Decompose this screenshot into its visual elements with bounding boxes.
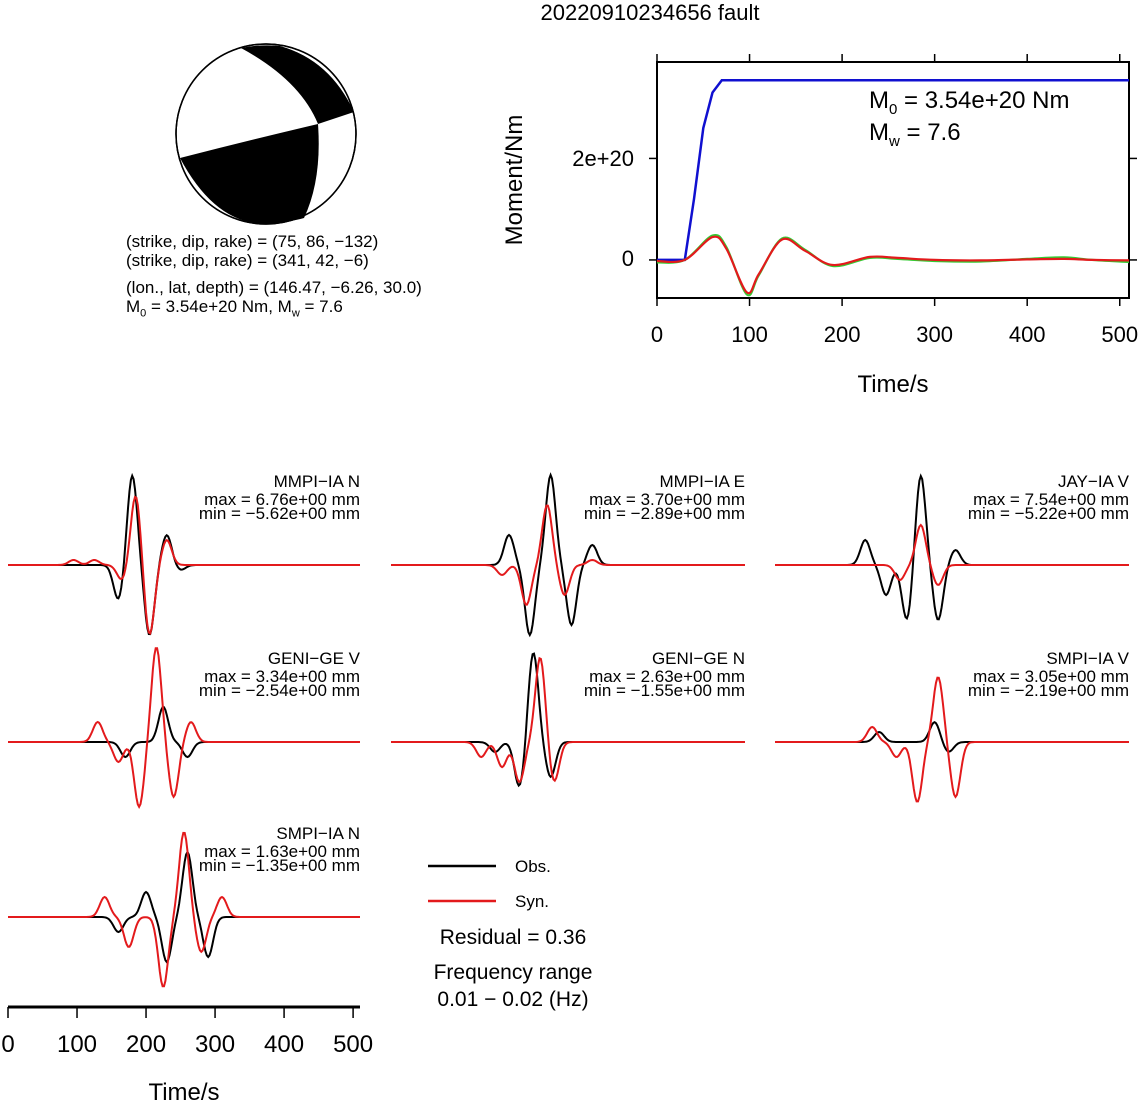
synthetic-waveform [391,656,745,783]
mechanism-location: (lon., lat, depth) = (146.47, −6.26, 30.… [126,278,422,297]
max-amplitude: max = 1.63e+00 mm [204,842,360,861]
frequency-range-value: 0.01 − 0.02 (Hz) [437,988,588,1011]
min-amplitude: min = −2.19e+00 mm [968,681,1129,700]
mechanism-plane-2: (strike, dip, rake) = (341, 42, −6) [126,251,369,270]
min-amplitude: min = −5.62e+00 mm [199,504,360,523]
station-label: MMPI−IA N [274,472,360,491]
legend: Obs. Syn. Residual = 0.36 Frequency rang… [428,857,592,1011]
bottom-xtick-label: 300 [195,1031,235,1058]
moment-ytick-2e20: 2e+20 [572,146,634,171]
synthetic-waveform [391,504,745,606]
bottom-axis-ticks: 0 100 200 300 400 500 [1,1007,373,1058]
mechanism-moment: M0 = 3.54e+20 Nm, Mw = 7.6 [126,297,343,320]
moment-xtick-label: 500 [1101,322,1138,347]
observed-waveform [775,721,1129,753]
moment-axis-ticks [649,54,1137,306]
beachball-upper-quadrant [241,45,354,125]
bottom-xtick-label: 100 [57,1031,97,1058]
legend-syn-label: Syn. [515,892,549,911]
bottom-xlabel: Time/s [148,1079,219,1104]
moment-lines [656,79,1130,297]
synthetic-waveform [8,831,360,988]
station-label: SMPI−IA V [1046,649,1129,668]
mechanism-info: (strike, dip, rake) = (75, 86, −132) (st… [126,232,422,323]
moment-panel: 0 2e+20 Moment/Nm Time/s 0 100 200 300 400 50… [501,54,1138,398]
max-amplitude: max = 7.54e+00 mm [973,490,1129,509]
synthetic-waveform [775,523,1129,586]
mechanism-plane-1: (strike, dip, rake) = (75, 86, −132) [126,232,379,251]
frequency-range-title: Frequency range [434,961,593,984]
moment-annotation-mw: Mw = 7.6 [869,119,961,150]
moment-plot-frame [656,61,1130,299]
moment-xlabel: Time/s [857,371,928,398]
moment-xtick-label: 100 [731,322,768,347]
beachball-border [175,43,357,225]
max-amplitude: max = 3.05e+00 mm [973,667,1129,686]
min-amplitude: min = −5.22e+00 mm [968,504,1129,523]
station-label: JAY−IA V [1058,472,1130,491]
moment-ylabel: Moment/Nm [501,115,528,246]
observed-waveform [8,706,360,759]
station-label: GENI−GE N [652,649,745,668]
moment-annotation-m0: M0 = 3.54e+20 Nm [869,87,1069,118]
moment-xtick-label: 300 [916,322,953,347]
min-amplitude: min = −1.55e+00 mm [584,681,745,700]
station-label: MMPI−IA E [660,472,746,491]
moment-ytick-0: 0 [622,246,634,271]
max-amplitude: max = 3.70e+00 mm [589,490,745,509]
min-amplitude: min = −2.89e+00 mm [584,504,745,523]
stf-curve-green [656,233,1130,297]
synthetic-waveform [775,676,1129,803]
residual-text: Residual = 0.36 [440,926,587,949]
max-amplitude: max = 2.63e+00 mm [589,667,745,686]
bottom-xtick-label: 500 [333,1031,373,1058]
station-label: GENI−GE V [268,649,361,668]
moment-xtick-label: 0 [651,322,663,347]
max-amplitude: max = 6.76e+00 mm [204,490,360,509]
synthetic-waveform [8,647,360,809]
moment-xtick-labels: 0 100 200 300 400 500 [651,322,1138,347]
bottom-xtick-label: 400 [264,1031,304,1058]
legend-obs-label: Obs. [515,857,551,876]
bottom-time-axis: 0 100 200 300 400 500 Time/s [1,1005,373,1104]
focal-mechanism-beachball [175,43,357,225]
bottom-xtick-label: 200 [126,1031,166,1058]
beachball-lower-quadrant [180,124,319,224]
min-amplitude: min = −1.35e+00 mm [199,856,360,875]
max-amplitude: max = 3.34e+00 mm [204,667,360,686]
figure-title: 20220910234656 fault [541,0,760,25]
moment-xtick-label: 400 [1009,322,1046,347]
station-label: SMPI−IA N [276,824,360,843]
bottom-xtick-label: 0 [1,1031,14,1058]
synthetic-waveform [8,495,360,636]
moment-xtick-label: 200 [824,322,861,347]
min-amplitude: min = −2.54e+00 mm [199,681,360,700]
stf-curve-red [656,235,1130,295]
